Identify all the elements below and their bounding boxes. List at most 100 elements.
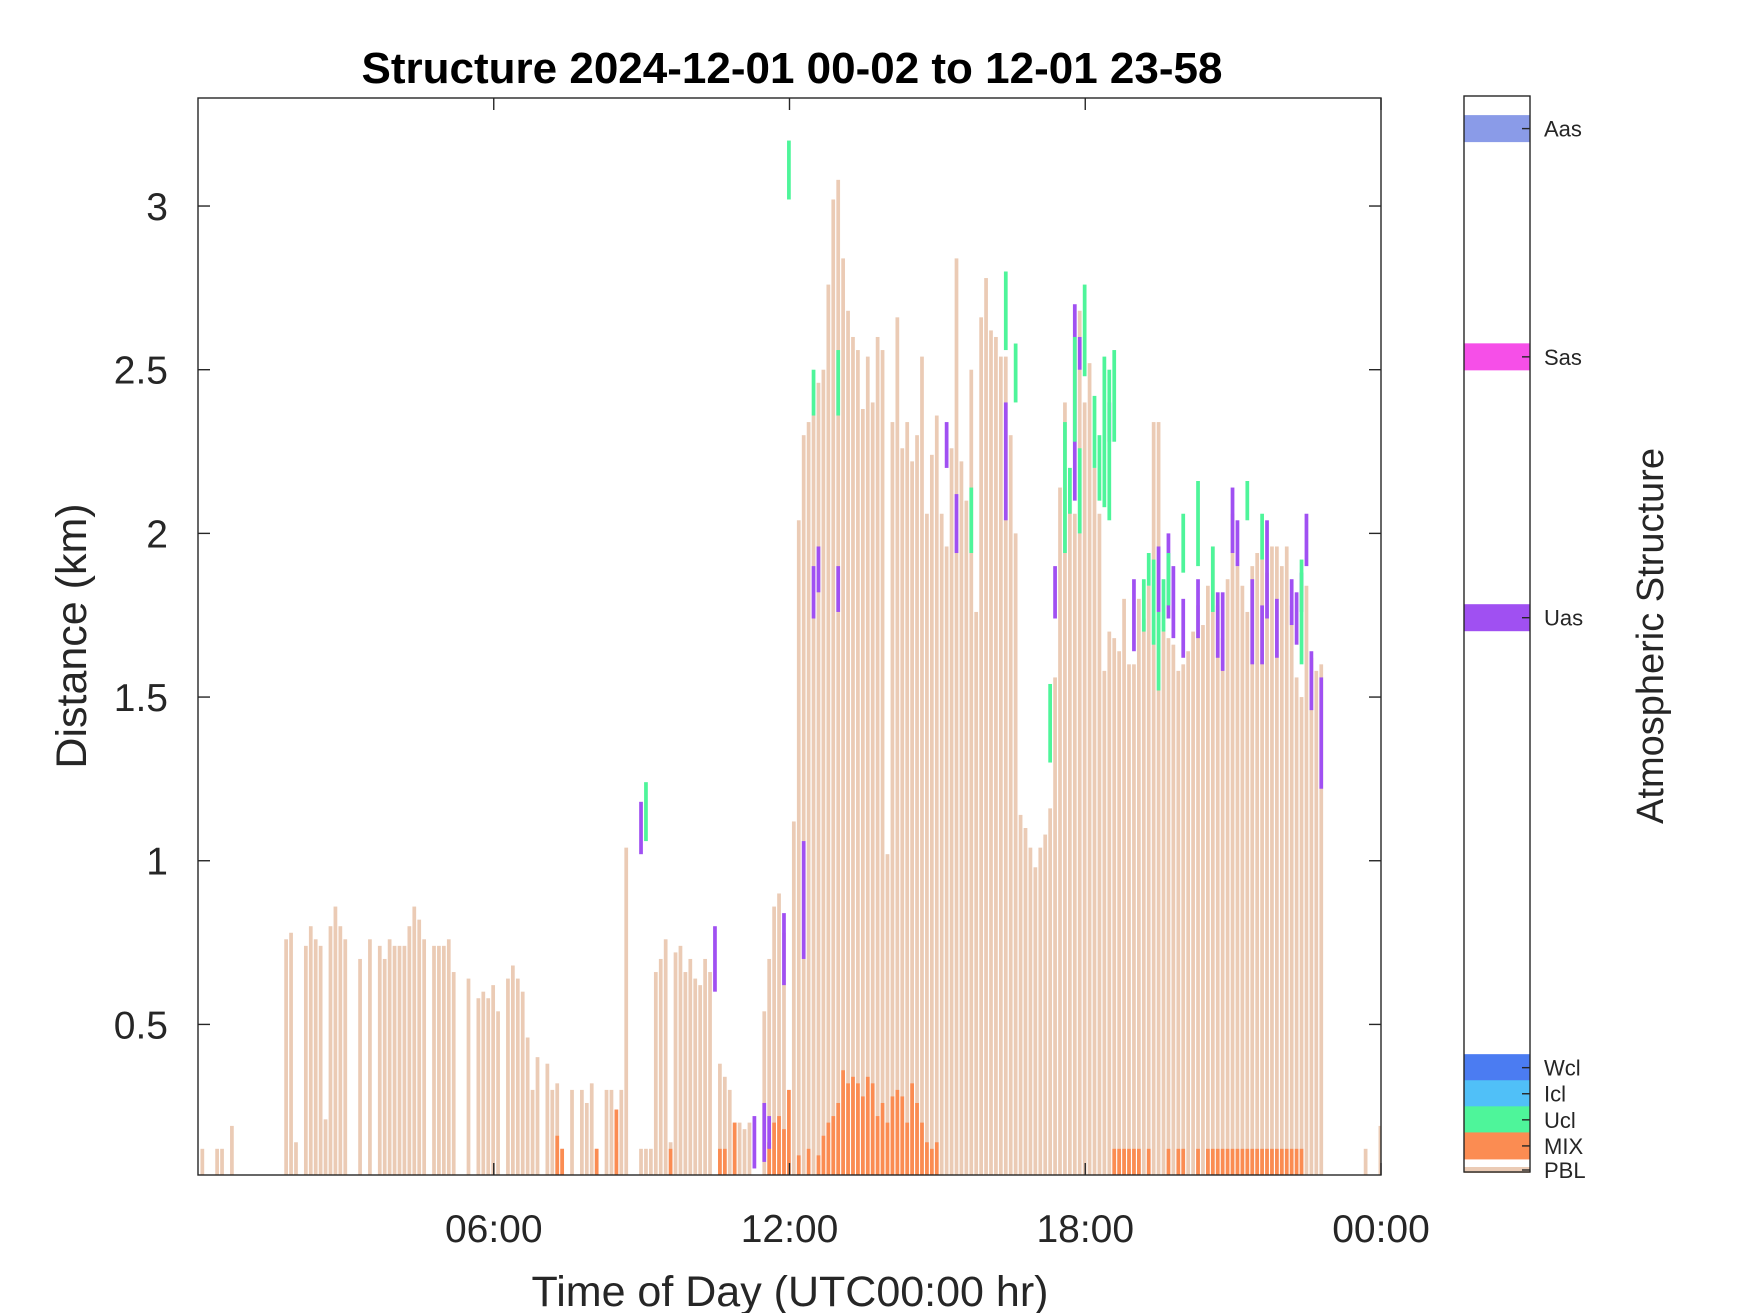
bar-pbl — [693, 978, 698, 1175]
segment-ucl — [1245, 481, 1250, 521]
segment-ucl — [1196, 481, 1200, 567]
segment-mix — [1265, 1148, 1269, 1175]
bar-pbl — [412, 906, 417, 1175]
segment-ucl — [1068, 467, 1072, 514]
segment-uas — [767, 1116, 772, 1149]
bar-pbl — [609, 1089, 614, 1175]
segment-ucl — [1166, 553, 1171, 606]
segment-ucl — [1161, 579, 1166, 632]
segment-mix — [821, 1135, 826, 1175]
bar-pbl — [1048, 808, 1053, 1175]
segment-mix — [732, 1122, 737, 1175]
colorbar-swatch-pbl — [1464, 1167, 1530, 1173]
bar-pbl — [698, 985, 703, 1175]
bar-pbl — [826, 284, 831, 1175]
bar-pbl — [678, 945, 683, 1175]
bar-pbl — [1117, 651, 1122, 1175]
bar-pbl — [1245, 611, 1250, 1175]
bar-pbl — [343, 939, 348, 1175]
segment-mix — [1215, 1148, 1220, 1175]
segment-mix — [722, 1148, 727, 1175]
segment-uas — [944, 422, 949, 468]
segment-mix — [1255, 1148, 1260, 1175]
bar-pbl — [890, 422, 895, 1175]
bar-pbl — [1156, 422, 1161, 1175]
bar-pbl — [653, 972, 658, 1175]
bar-pbl — [905, 422, 910, 1175]
y-tick-label: 0.5 — [114, 1004, 168, 1047]
segment-mix — [1166, 1148, 1171, 1175]
segment-uas — [801, 841, 806, 959]
bar-pbl — [791, 821, 796, 1175]
bar-pbl — [422, 939, 427, 1175]
segment-mix — [1279, 1148, 1284, 1175]
x-axis-ticks: 06:00 12:00 18:00 00:00 — [445, 98, 1430, 1251]
bar-pbl — [663, 939, 668, 1175]
bar-pbl — [1294, 677, 1299, 1175]
segment-uas — [1171, 566, 1176, 639]
segment-mix — [1146, 1148, 1151, 1175]
bar-pbl — [1122, 598, 1126, 1175]
y-axis-label: Distance (km) — [48, 503, 96, 768]
bar-pbl — [1250, 566, 1255, 1175]
segment-uas — [836, 566, 841, 612]
bar-pbl — [718, 1063, 722, 1175]
bar-pbl — [1068, 467, 1072, 1175]
series-mix — [555, 1070, 1304, 1175]
segment-uas — [1156, 546, 1161, 612]
segment-mix — [1299, 1148, 1304, 1175]
bar-pbl — [994, 336, 998, 1175]
segment-uas — [1220, 592, 1225, 671]
bar-pbl — [220, 1148, 224, 1175]
bar-pbl — [1038, 847, 1043, 1175]
segment-mix — [1275, 1148, 1279, 1175]
bar-pbl — [397, 945, 402, 1175]
colorbar-label-mix: MIX — [1544, 1134, 1583, 1159]
segment-mix — [806, 1148, 811, 1175]
bar-pbl — [915, 435, 919, 1175]
bar-pbl — [446, 939, 451, 1175]
segment-mix — [895, 1089, 900, 1175]
bar-pbl — [910, 461, 914, 1175]
segment-mix — [1220, 1148, 1225, 1175]
bar-pbl — [762, 1011, 767, 1175]
bar-pbl — [476, 998, 481, 1175]
x-tick-label: 00:00 — [1332, 1208, 1430, 1251]
colorbar-swatch-ucl — [1464, 1106, 1530, 1134]
segment-ucl — [1260, 513, 1264, 560]
bar-pbl — [1210, 546, 1215, 1175]
segment-mix — [1196, 1148, 1200, 1175]
bar-pbl — [1275, 546, 1279, 1175]
x-axis-label: Time of Day (UTC00:00 hr) — [532, 1268, 1049, 1313]
segment-ucl — [1092, 395, 1097, 468]
bar-pbl — [580, 1089, 584, 1175]
bar-pbl — [900, 448, 905, 1175]
segment-mix — [1235, 1148, 1240, 1175]
bar-pbl — [1309, 657, 1314, 1175]
bar-pbl — [441, 945, 446, 1175]
bar-pbl — [880, 350, 885, 1175]
bar-pbl — [328, 926, 333, 1175]
bar-pbl — [1206, 585, 1210, 1175]
bar-pbl — [979, 317, 983, 1175]
segment-mix — [1294, 1148, 1299, 1175]
colorbar-title: Atmospheric Structure — [1630, 448, 1672, 824]
bar-pbl — [806, 422, 811, 1175]
segment-ucl — [969, 487, 974, 554]
bar-pbl — [550, 1089, 555, 1175]
bar-pbl — [1166, 638, 1171, 1175]
segment-mix — [875, 1116, 880, 1175]
bar-pbl — [772, 906, 776, 1175]
bar-pbl — [624, 847, 629, 1175]
bar-pbl — [885, 854, 890, 1175]
segment-uas — [713, 926, 717, 992]
bar-pbl — [1077, 310, 1082, 1175]
bar-pbl — [929, 454, 934, 1175]
bar-pbl — [358, 958, 362, 1175]
bar-pbl — [984, 278, 988, 1175]
bar-pbl — [289, 932, 293, 1175]
bar-pbl — [570, 1089, 574, 1175]
bar-pbl — [875, 336, 880, 1175]
bar-pbl — [308, 926, 313, 1175]
segment-uas — [1275, 598, 1279, 658]
